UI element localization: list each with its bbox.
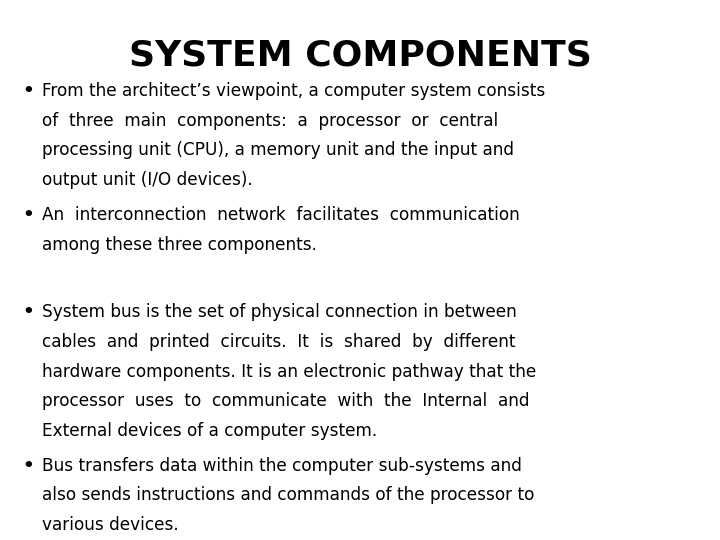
Text: SYSTEM COMPONENTS: SYSTEM COMPONENTS: [129, 38, 591, 72]
Text: of  three  main  components:  a  processor  or  central: of three main components: a processor or…: [42, 112, 498, 130]
Text: From the architect’s viewpoint, a computer system consists: From the architect’s viewpoint, a comput…: [42, 82, 545, 100]
Text: An  interconnection  network  facilitates  communication: An interconnection network facilitates c…: [42, 206, 520, 224]
Text: External devices of a computer system.: External devices of a computer system.: [42, 422, 377, 440]
Text: processing unit (CPU), a memory unit and the input and: processing unit (CPU), a memory unit and…: [42, 141, 514, 159]
Text: output unit (I/O devices).: output unit (I/O devices).: [42, 171, 253, 189]
Text: Bus transfers data within the computer sub-systems and: Bus transfers data within the computer s…: [42, 457, 522, 475]
Text: •: •: [22, 457, 34, 475]
Text: •: •: [22, 206, 34, 224]
Text: •: •: [22, 303, 34, 321]
Text: among these three components.: among these three components.: [42, 235, 317, 254]
Text: •: •: [22, 82, 34, 100]
Text: cables  and  printed  circuits.  It  is  shared  by  different: cables and printed circuits. It is share…: [42, 333, 516, 351]
Text: also sends instructions and commands of the processor to: also sends instructions and commands of …: [42, 487, 534, 504]
Text: System bus is the set of physical connection in between: System bus is the set of physical connec…: [42, 303, 517, 321]
Text: hardware components. It is an electronic pathway that the: hardware components. It is an electronic…: [42, 362, 536, 381]
Text: various devices.: various devices.: [42, 516, 179, 534]
Text: processor  uses  to  communicate  with  the  Internal  and: processor uses to communicate with the I…: [42, 392, 529, 410]
